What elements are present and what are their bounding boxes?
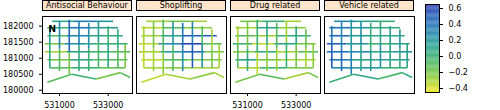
svg-text:0.6: 0.6	[449, 4, 462, 13]
svg-text:−0.2: −0.2	[449, 68, 468, 77]
svg-text:181500: 181500	[3, 38, 34, 47]
svg-text:531000: 531000	[44, 101, 75, 110]
svg-text:531000: 531000	[232, 101, 263, 110]
html-text:Shoplifting: Shoplifting	[159, 1, 203, 10]
svg-text:181000: 181000	[3, 54, 34, 63]
html-text:Drug related: Drug related	[249, 1, 301, 10]
html-text:Antisocial Behaviour: Antisocial Behaviour	[46, 1, 128, 10]
svg-text:0.2: 0.2	[449, 36, 462, 45]
svg-text:533000: 533000	[93, 101, 124, 110]
svg-text:N: N	[49, 24, 57, 34]
svg-text:180500: 180500	[3, 70, 34, 79]
svg-text:−0.4: −0.4	[449, 84, 468, 93]
html-text:Vehicle related: Vehicle related	[339, 1, 399, 10]
svg-text:0.4: 0.4	[449, 20, 462, 29]
svg-text:533000: 533000	[281, 101, 312, 110]
svg-text:182000: 182000	[3, 22, 34, 31]
svg-text:180000: 180000	[3, 86, 34, 95]
svg-text:0.0: 0.0	[449, 52, 462, 61]
